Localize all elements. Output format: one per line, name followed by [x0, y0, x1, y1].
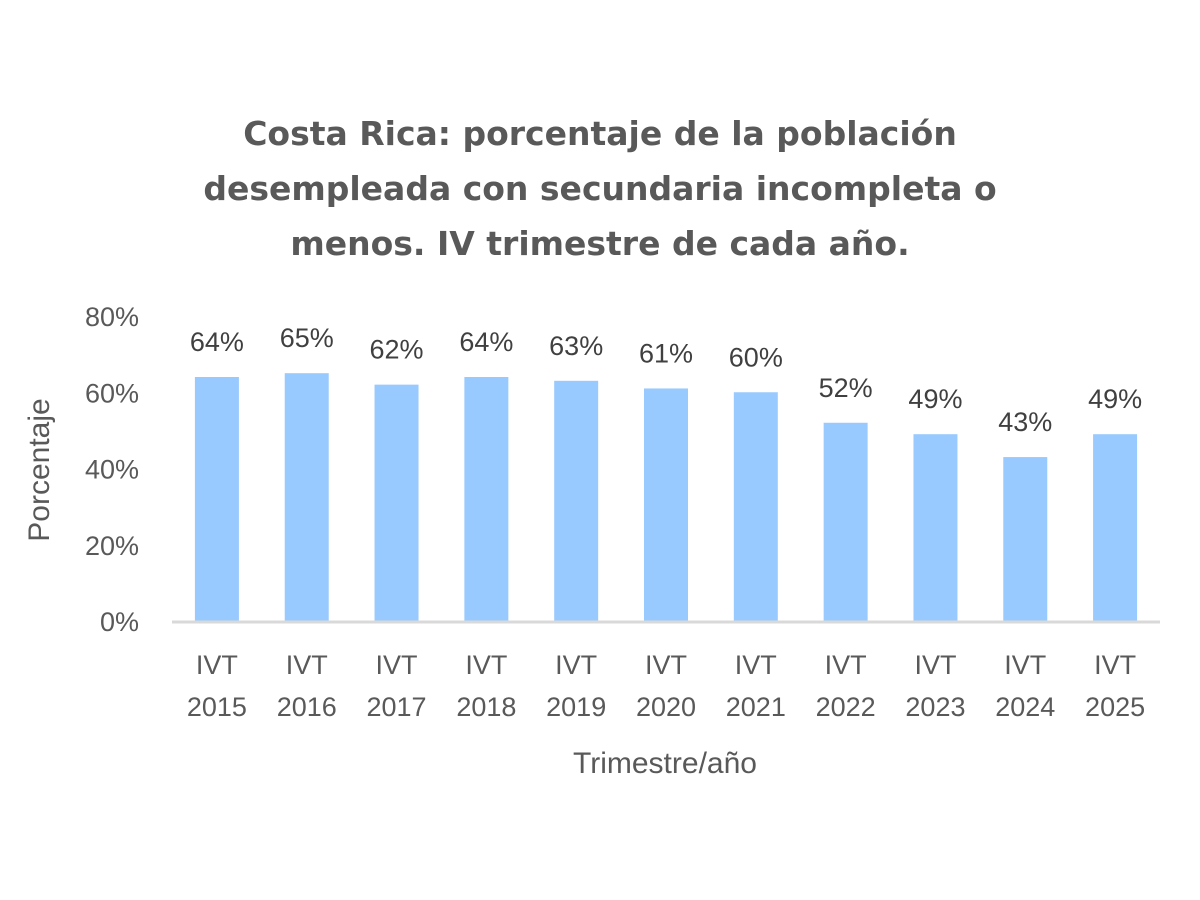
- data-label: 62%: [370, 335, 424, 365]
- data-label: 43%: [998, 407, 1052, 437]
- bar: [464, 377, 509, 621]
- x-tick-label: IVT 2022: [816, 650, 876, 722]
- y-tick-label: 40%: [85, 455, 139, 485]
- bar: [1093, 434, 1138, 621]
- chart-title-line: Costa Rica: porcentaje de la población: [243, 114, 957, 153]
- data-label: 65%: [280, 323, 334, 353]
- chart-title-line: desempleada con secundaria incompleta o: [203, 169, 996, 208]
- x-tick-label: IVT 2018: [456, 650, 516, 722]
- bar: [194, 377, 239, 621]
- data-label: 64%: [459, 327, 513, 357]
- x-axis-title: Trimestre/año: [573, 747, 757, 780]
- bar: [1003, 457, 1048, 621]
- bar: [913, 434, 958, 621]
- x-tick-label: IVT 2025: [1085, 650, 1145, 722]
- data-label: 63%: [549, 331, 603, 361]
- x-tick-label: IVT 2024: [995, 650, 1055, 722]
- bar: [284, 373, 329, 621]
- data-label: 61%: [639, 338, 693, 368]
- x-tick-label: IVT 2019: [546, 650, 606, 722]
- bar: [823, 422, 868, 621]
- x-tick-label: IVT 2017: [367, 650, 427, 722]
- y-axis-title: Porcentaje: [23, 398, 56, 541]
- bar: [733, 392, 778, 621]
- x-tick-label: IVT 2016: [277, 650, 337, 722]
- chart-title: Costa Rica: porcentaje de la población de…: [203, 114, 996, 263]
- bars: [194, 373, 1138, 621]
- y-tick-label: 60%: [85, 378, 139, 408]
- bar: [644, 388, 688, 621]
- data-label: 49%: [908, 384, 962, 414]
- x-axis-ticks: IVT 2015 IVT 2016 IVT 2017 IVT 2018 IVT 2019 IVT 20…: [187, 650, 1145, 722]
- y-tick-label: 0%: [100, 607, 139, 637]
- y-axis-ticks: 0% 20% 40% 60% 80%: [85, 302, 139, 637]
- data-label: 52%: [819, 373, 873, 403]
- x-tick-label: IVT 2023: [905, 650, 965, 722]
- data-label: 64%: [190, 327, 244, 357]
- data-label: 60%: [729, 342, 783, 372]
- x-tick-label: IVT 2021: [726, 650, 786, 722]
- bar: [374, 384, 419, 621]
- y-tick-label: 80%: [85, 302, 139, 332]
- bar: [554, 380, 599, 621]
- x-tick-label: IVT 2015: [187, 650, 247, 722]
- data-labels: 64% 65% 62% 64% 63% 61% 60% 52% 49% 43% 49%: [190, 323, 1142, 437]
- x-tick-label: IVT 2020: [636, 650, 696, 722]
- chart-title-line: menos. IV trimestre de cada año.: [290, 224, 909, 263]
- y-tick-label: 20%: [85, 531, 139, 561]
- data-label: 49%: [1088, 384, 1142, 414]
